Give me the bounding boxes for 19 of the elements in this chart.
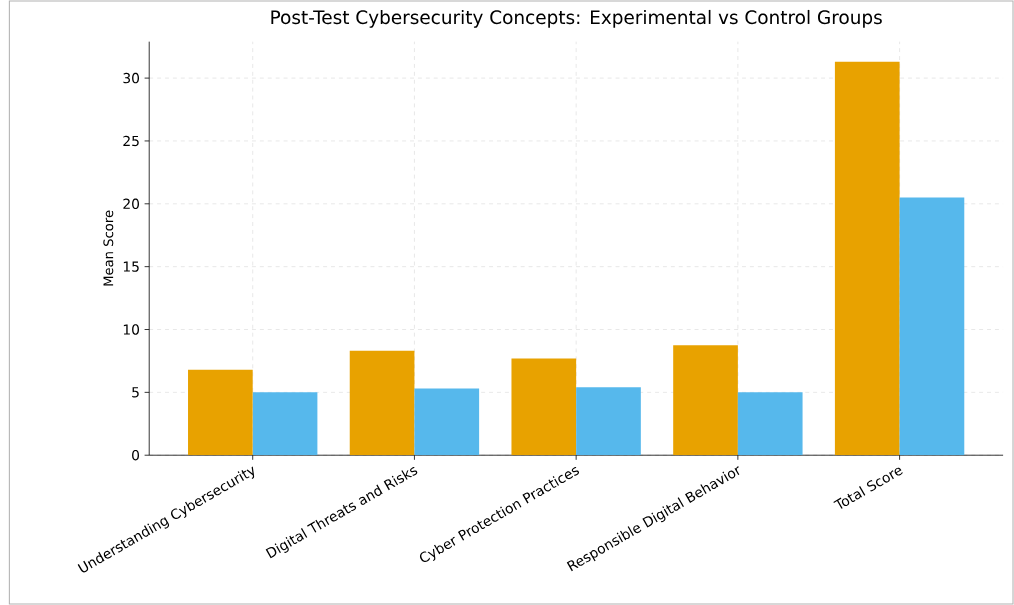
bar [349, 350, 415, 456]
bar [576, 387, 641, 456]
bar [737, 392, 803, 456]
y-tick-label: 30 [123, 72, 140, 84]
y-tick-label: 15 [123, 261, 139, 272]
bar [511, 358, 577, 456]
bar [252, 392, 318, 456]
bar [414, 388, 480, 456]
bar [673, 345, 738, 456]
y-axis-title: Mean Score [103, 210, 114, 286]
y-tick-label: 5 [132, 387, 139, 398]
bar [834, 61, 900, 456]
chart-title: Post-Test Cybersecurity Concepts: Experimental vs Control Groups [271, 9, 882, 28]
y-tick-label: 20 [123, 198, 140, 210]
bar [188, 369, 253, 456]
y-tick-label: 25 [123, 135, 139, 147]
bar [899, 197, 965, 456]
y-tick-label: 0 [132, 449, 140, 461]
y-tick-label: 10 [123, 324, 140, 335]
